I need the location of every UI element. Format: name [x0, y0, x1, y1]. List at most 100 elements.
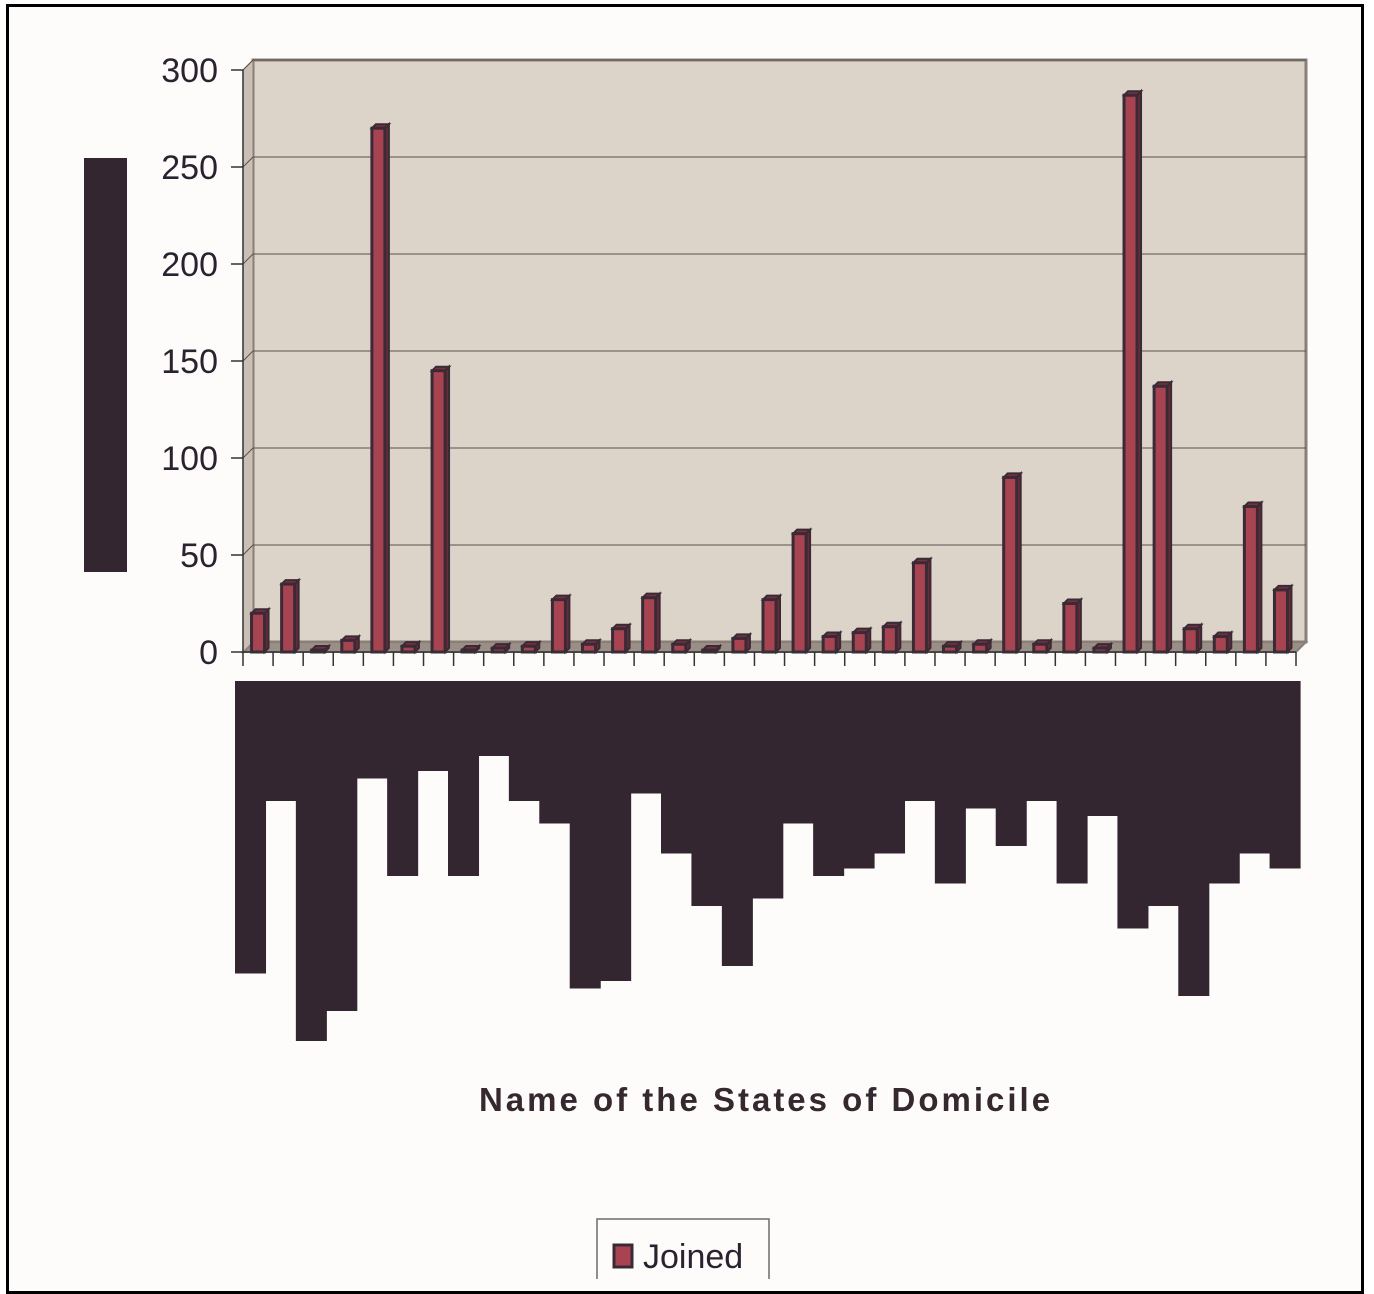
- bar: [850, 626, 873, 655]
- bar-front: [731, 636, 748, 654]
- category-label-block: [356, 681, 388, 779]
- bar: [1031, 637, 1054, 655]
- bar: [1241, 500, 1264, 655]
- gridline-side: [242, 253, 254, 265]
- bar: [489, 641, 512, 655]
- category-label-block: [934, 681, 966, 884]
- gridline-side: [242, 59, 254, 71]
- x-axis-title: Name of the States of Domicile: [479, 1081, 1053, 1118]
- category-label-block: [1026, 681, 1058, 801]
- category-label-block: [1178, 681, 1210, 996]
- category-label-block: [326, 681, 358, 1011]
- bar: [971, 637, 994, 655]
- category-label-block: [874, 681, 906, 854]
- category-label-block: [508, 681, 540, 801]
- bar: [700, 643, 723, 655]
- category-label-block: [752, 681, 784, 899]
- bar-front: [911, 561, 928, 654]
- gridline-side: [242, 447, 254, 459]
- bar-front: [851, 631, 868, 654]
- category-label-block: [387, 681, 419, 876]
- category-label-block: [600, 681, 632, 981]
- bar: [790, 527, 813, 655]
- category-label-block: [1117, 681, 1149, 929]
- legend-swatch-joined: [612, 1243, 634, 1269]
- bar-front: [761, 598, 778, 654]
- bar-front: [791, 532, 808, 654]
- axes: [231, 69, 1297, 666]
- bar: [730, 632, 753, 655]
- category-label-block: [721, 681, 753, 966]
- bar: [519, 639, 542, 655]
- bar-front: [821, 634, 838, 654]
- category-label-block: [813, 681, 845, 876]
- bar-front: [1182, 627, 1199, 654]
- category-label-block: [1056, 681, 1088, 884]
- bar-front: [641, 596, 658, 654]
- y-tick-label: 100: [161, 440, 218, 478]
- bar-front: [1122, 93, 1139, 654]
- bar-front: [972, 642, 989, 654]
- category-label-block: [1087, 681, 1119, 816]
- bar-front: [280, 582, 297, 654]
- legend-label-joined: Joined: [643, 1238, 743, 1276]
- bar-front: [340, 638, 357, 654]
- bar-front: [942, 644, 959, 654]
- category-label-block: [417, 681, 449, 771]
- category-label-block: [1147, 681, 1179, 906]
- bar-front: [1032, 642, 1049, 654]
- category-label-block: [448, 681, 480, 876]
- bar: [670, 637, 693, 655]
- bar: [369, 121, 392, 655]
- bar: [309, 643, 332, 655]
- bar-front: [1062, 602, 1079, 654]
- bar: [911, 556, 933, 655]
- bar: [339, 633, 362, 655]
- y-tick-label: 300: [161, 52, 218, 90]
- category-label-block: [569, 681, 601, 989]
- bar: [1151, 379, 1174, 655]
- bar-front: [1242, 505, 1259, 654]
- bar: [1001, 470, 1024, 655]
- bar: [820, 630, 843, 655]
- category-label-block: [478, 681, 510, 756]
- plot-area: [240, 58, 1309, 654]
- y-tick-labels: 0 50 100 150 200 250 300: [161, 52, 218, 672]
- y-axis-title-block: [84, 158, 127, 572]
- y-tick-label: 0: [199, 634, 218, 672]
- category-label-block: [295, 681, 327, 1041]
- bar-front: [400, 644, 417, 654]
- bar-front: [1212, 634, 1229, 654]
- bar: [399, 639, 422, 655]
- bar: [941, 639, 963, 655]
- bar-front: [430, 369, 447, 654]
- y-tick-label: 150: [161, 343, 218, 381]
- y-tick-label: 50: [180, 537, 218, 575]
- category-label-block: [995, 681, 1027, 846]
- bar-front: [881, 625, 898, 654]
- category-label-block: [630, 681, 662, 794]
- bar-front: [370, 126, 387, 654]
- bar-front: [1152, 384, 1169, 654]
- category-label-block: [1269, 681, 1301, 869]
- bar-front: [580, 642, 597, 654]
- bar-front: [550, 598, 567, 654]
- bar-front: [671, 642, 688, 654]
- category-label-block: [539, 681, 571, 824]
- bar: [1121, 88, 1144, 655]
- bar: [549, 593, 572, 655]
- category-label-block: [904, 681, 936, 801]
- bar-front: [250, 611, 267, 654]
- bar: [1061, 597, 1084, 655]
- bars: [249, 88, 1294, 655]
- bar-front: [520, 644, 537, 654]
- bar: [880, 620, 903, 655]
- bar: [279, 577, 302, 655]
- category-label-area: [235, 681, 1301, 1041]
- bar: [610, 622, 632, 655]
- category-label-block: [843, 681, 875, 869]
- bar: [249, 606, 271, 655]
- category-label-block: [691, 681, 723, 906]
- category-label-block: [965, 681, 997, 809]
